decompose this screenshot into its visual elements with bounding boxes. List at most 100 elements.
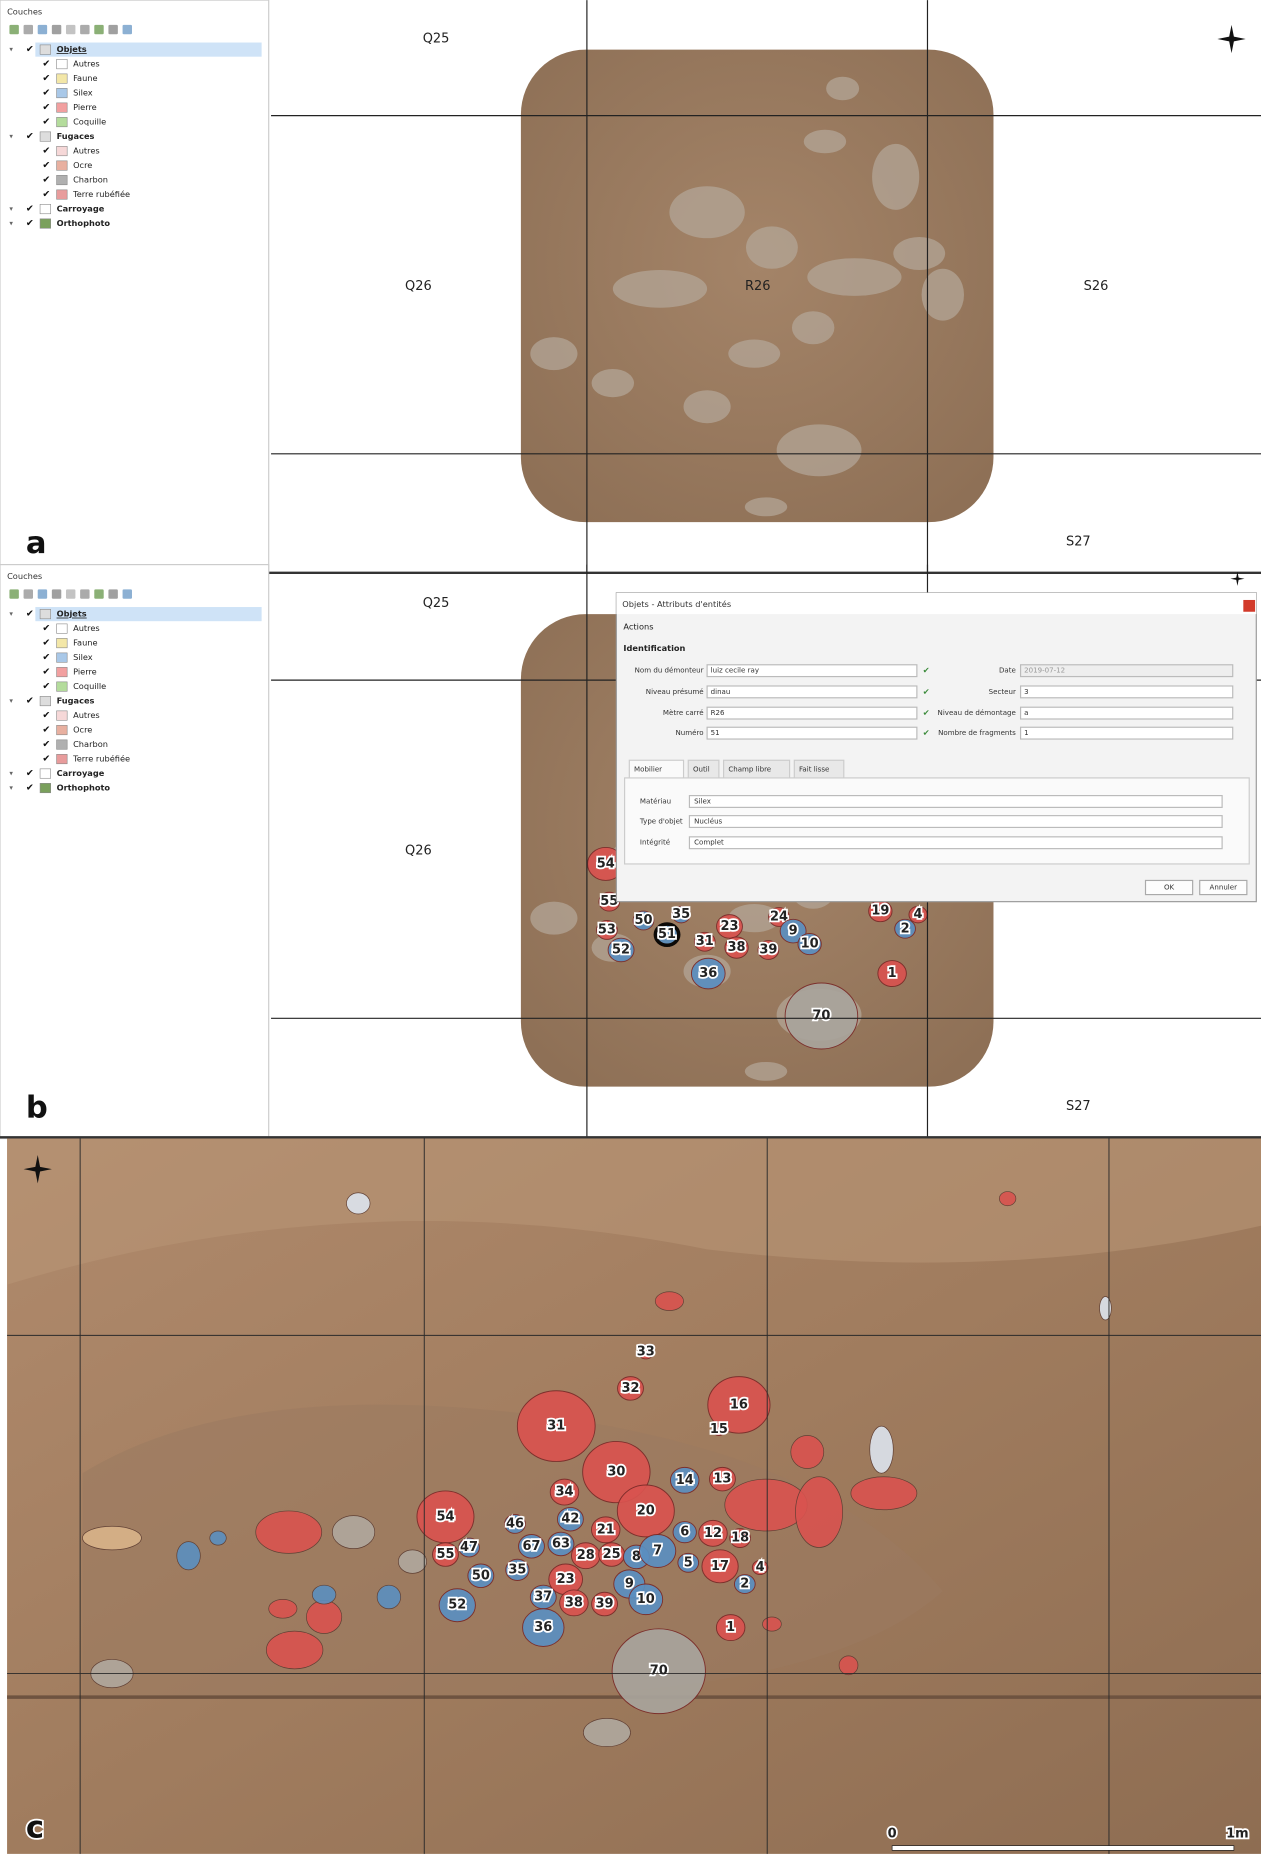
object-polygon[interactable] [559,1589,589,1617]
object-polygon[interactable] [518,1534,545,1559]
object-polygon[interactable] [556,1506,584,1532]
object-polygon[interactable] [751,1559,769,1576]
checkbox[interactable]: ✔ [42,681,50,692]
toolbar-icon[interactable] [108,589,118,599]
object-polygon[interactable] [458,1537,480,1558]
checkbox[interactable]: ✔ [42,667,50,678]
object-polygon[interactable] [690,957,726,990]
toolbar-icon[interactable] [94,589,104,599]
toolbar-icon[interactable] [80,589,90,599]
checkbox[interactable]: ✔ [26,783,34,794]
layer-name[interactable]: Pierre [73,102,97,112]
object-polygon[interactable] [698,1519,728,1547]
object-polygon[interactable] [733,1574,756,1594]
button[interactable] [1199,879,1248,896]
checkbox[interactable]: ✔ [42,739,50,750]
checkbox[interactable]: ✔ [42,160,50,171]
checkbox[interactable]: ✔ [42,710,50,721]
toolbar-icon[interactable] [65,24,76,35]
tab[interactable] [628,759,685,779]
layer-name[interactable]: Autres [73,623,100,633]
checkbox[interactable]: ✔ [26,204,34,215]
text-input[interactable] [706,706,918,720]
layer-name[interactable]: Ocre [73,725,92,735]
object-polygon[interactable] [708,1466,736,1492]
layer-name[interactable]: Fugaces [57,696,95,706]
toolbar-icon[interactable] [122,24,132,35]
object-polygon[interactable] [438,1588,476,1623]
close-button[interactable] [1243,599,1256,612]
layer-name[interactable]: Autres [73,710,100,720]
layer-name[interactable]: Objets [57,609,87,619]
checkbox[interactable]: ✔ [26,609,34,620]
object-polygon[interactable] [693,931,716,952]
tab[interactable] [687,759,720,779]
toolbar-icon[interactable] [122,589,132,599]
object-polygon[interactable] [591,1591,619,1617]
layer-name[interactable]: Coquille [73,681,106,691]
object-polygon[interactable] [779,918,807,944]
layer-name[interactable]: Ocre [73,160,92,170]
layer-name[interactable]: Pierre [73,667,97,677]
object-polygon[interactable] [715,1614,746,1642]
object-polygon[interactable] [707,1376,771,1434]
checkbox[interactable]: ✔ [26,131,34,142]
object-polygon[interactable] [638,1534,677,1568]
checkbox[interactable]: ✔ [42,73,50,84]
object-polygon[interactable] [672,1521,697,1544]
object-polygon[interactable] [616,1484,675,1538]
object-polygon[interactable] [701,1549,739,1584]
object-polygon[interactable] [784,982,859,1050]
layer-name[interactable]: Silex [73,652,93,662]
checkbox[interactable]: ✔ [42,638,50,649]
toolbar-icon[interactable] [9,589,19,599]
checkbox[interactable]: ✔ [26,218,34,229]
checkbox[interactable]: ✔ [42,146,50,157]
toolbar-icon[interactable] [23,24,33,35]
object-polygon[interactable] [607,937,635,963]
dropdown[interactable] [688,795,1223,808]
button[interactable] [1144,879,1194,896]
checkbox[interactable]: ✔ [42,725,50,736]
checkbox[interactable]: ✔ [42,189,50,200]
object-polygon[interactable] [729,1528,751,1548]
object-polygon[interactable] [617,1376,644,1401]
layer-name[interactable]: Coquille [73,117,106,127]
layer-name[interactable]: Autres [73,59,100,69]
tab[interactable] [723,759,791,779]
object-polygon[interactable] [716,914,743,939]
object-polygon[interactable] [711,1423,726,1436]
toolbar-icon[interactable] [51,24,62,35]
checkbox[interactable]: ✔ [42,175,50,186]
checkbox[interactable]: ✔ [42,623,50,634]
tab[interactable] [793,759,845,779]
object-polygon[interactable] [522,1608,565,1647]
text-input[interactable] [1019,685,1234,699]
toolbar-icon[interactable] [23,589,33,599]
object-polygon[interactable] [596,920,618,940]
object-polygon[interactable] [432,1542,459,1567]
layer-name[interactable]: Carroyage [57,204,105,214]
checkbox[interactable]: ✔ [26,44,34,55]
object-polygon[interactable] [505,1558,530,1581]
layer-name[interactable]: Faune [73,638,98,648]
layer-name[interactable]: Terre rubéfiée [72,754,130,764]
object-polygon[interactable] [653,922,681,948]
object-polygon[interactable] [768,907,790,927]
text-input[interactable] [706,685,918,699]
toolbar-icon[interactable] [108,24,118,35]
object-polygon[interactable] [591,1516,621,1544]
checkbox[interactable]: ✔ [42,59,50,70]
layer-name[interactable]: Charbon [73,739,108,749]
toolbar-icon[interactable] [37,589,48,599]
checkbox[interactable]: ✔ [26,696,34,707]
layer-name[interactable]: Orthophoto [57,218,111,228]
layer-name[interactable]: Objets [57,44,87,54]
toolbar-icon[interactable] [9,24,19,35]
toolbar-icon[interactable] [65,589,76,599]
object-polygon[interactable] [877,960,907,987]
dropdown[interactable] [688,815,1223,829]
object-polygon[interactable] [724,936,749,959]
text-input[interactable] [1019,706,1234,720]
toolbar-icon[interactable] [94,24,104,35]
